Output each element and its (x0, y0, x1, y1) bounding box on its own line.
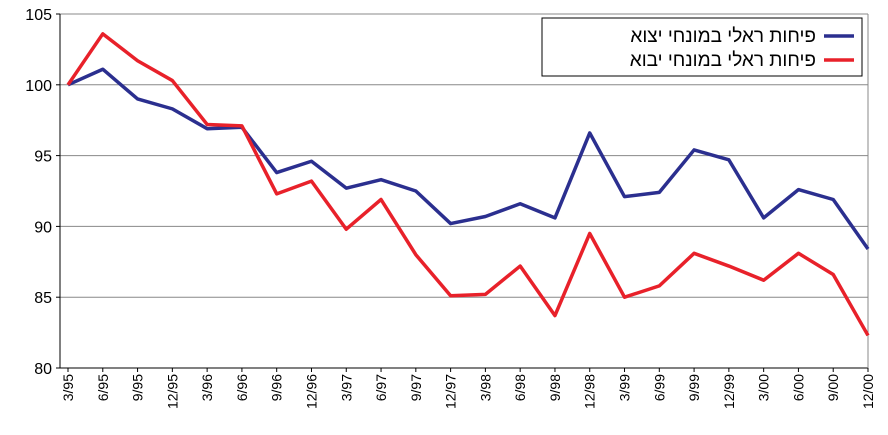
y-tick-label: 90 (34, 219, 52, 236)
x-tick-label: 3/97 (338, 374, 354, 401)
x-tick-label: 3/95 (60, 374, 76, 401)
y-tick-label: 105 (25, 7, 52, 24)
x-tick-label: 9/95 (130, 374, 146, 401)
x-tick-label: 3/99 (617, 374, 633, 401)
x-tick-label: 3/98 (477, 374, 493, 401)
x-tick-label: 9/96 (269, 374, 285, 401)
line-series (66, 32, 870, 337)
x-tick-label: 6/99 (651, 374, 667, 401)
x-tick-label: 9/99 (686, 374, 702, 401)
x-tick-label: 9/98 (547, 374, 563, 401)
x-tick-label: 12/95 (164, 374, 180, 409)
x-tick-label: 6/00 (790, 374, 806, 401)
x-tick-label: 6/96 (234, 374, 250, 401)
y-tick-label: 85 (34, 290, 52, 307)
y-tick-label: 100 (25, 78, 52, 95)
x-tick-label: 12/00 (860, 374, 876, 409)
legend-label: פיחות ראלי במונחי יצוא (630, 26, 816, 47)
x-tick-label: 12/98 (582, 374, 598, 409)
x-tick-label: 6/98 (512, 374, 528, 401)
x-tick-label: 3/00 (756, 374, 772, 401)
x-tick-label: 6/95 (95, 374, 111, 401)
y-tick-label: 80 (34, 361, 52, 378)
y-tick-label: 95 (34, 149, 52, 166)
x-tick-label: 12/99 (721, 374, 737, 409)
x-tick-label: 9/00 (825, 374, 841, 401)
line-series (67, 67, 870, 251)
x-tick-label: 12/96 (303, 374, 319, 409)
x-tick-label: 6/97 (373, 374, 389, 401)
legend-box (541, 17, 863, 77)
x-tick-label: 12/97 (443, 374, 459, 409)
legend-label: פיחות ראלי במונחי יבוא (630, 50, 816, 71)
legend: פיחות ראלי במונחי יצוא פיחות ראלי במונחי … (541, 17, 863, 77)
x-tick-label: 9/97 (408, 374, 424, 401)
x-tick-label: 3/96 (199, 374, 215, 401)
